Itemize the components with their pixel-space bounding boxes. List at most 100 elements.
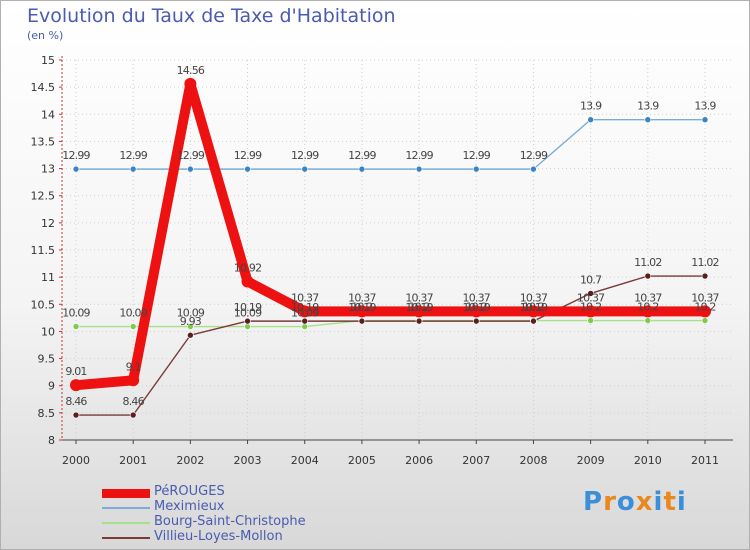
data-label: 10.92 [234, 261, 262, 274]
legend-swatch [102, 488, 150, 498]
proxiti-logo: Proxiti [583, 487, 687, 517]
x-tick-label: 2001 [119, 454, 147, 467]
data-label: 10.37 [463, 291, 491, 304]
data-label: 8.46 [65, 395, 87, 408]
logo-letter: x [635, 487, 654, 517]
legend-item: Meximieux [102, 499, 362, 516]
y-tick-label: 10.5 [31, 298, 56, 311]
data-point [415, 165, 423, 173]
logo-letter: o [616, 487, 636, 517]
data-point [72, 323, 80, 330]
legend-label: Meximieux [154, 499, 225, 514]
data-label: 10.2 [637, 301, 658, 314]
data-label: 12.99 [291, 149, 319, 162]
data-point [244, 323, 251, 330]
legend-item: Villieu-Loyes-Mollon [102, 529, 362, 546]
data-point [241, 275, 254, 288]
data-point [530, 165, 537, 173]
data-point [527, 305, 540, 318]
data-point [644, 317, 652, 324]
legend-item: Bourg-Saint-Christophe [102, 514, 362, 531]
data-label: 10.2 [694, 301, 715, 314]
data-point [72, 165, 80, 173]
data-label: 10.37 [405, 291, 433, 304]
data-label: 12.99 [234, 149, 262, 162]
legend-label: PéROUGES [154, 484, 225, 499]
logo-letter: i [653, 487, 664, 517]
x-tick-label: 2010 [634, 454, 662, 467]
data-label: 10.19 [463, 301, 491, 314]
data-label: 10.37 [577, 291, 605, 304]
data-label: 10.09 [177, 307, 205, 320]
x-tick-label: 2002 [176, 454, 204, 467]
y-tick-label: 14.5 [31, 81, 56, 94]
x-tick-label: 2007 [462, 454, 490, 467]
x-tick-label: 2000 [62, 454, 90, 467]
data-point [187, 331, 194, 339]
data-label: 10.7 [580, 273, 602, 286]
chart-unit-label: (en %) [27, 29, 64, 42]
data-point [129, 411, 137, 419]
data-point [72, 411, 80, 419]
data-label: 10.37 [634, 291, 662, 304]
data-label: 10.09 [62, 307, 90, 320]
data-point [187, 323, 194, 330]
data-label: 13.9 [580, 100, 602, 113]
y-tick-label: 13.5 [31, 135, 56, 148]
chart-legend: PéROUGES Meximieux Bourg-Saint-Christophe V… [102, 484, 362, 546]
data-label: 10.2 [523, 301, 544, 314]
logo-letter: P [583, 487, 604, 517]
data-point [530, 317, 537, 325]
data-label: 10.19 [234, 301, 262, 314]
data-label: 14.56 [177, 64, 205, 77]
data-point [187, 165, 194, 173]
data-point [298, 305, 311, 318]
data-label: 10.19 [520, 301, 548, 314]
data-label: 13.9 [637, 100, 659, 113]
data-label: 12.99 [177, 149, 205, 162]
data-point [587, 317, 594, 324]
logo-letter: t [663, 487, 677, 517]
data-point [127, 374, 140, 387]
data-label: 10.37 [291, 291, 319, 304]
data-label: 9.01 [65, 365, 86, 378]
logo-letter: r [603, 487, 617, 517]
data-label: 10.2 [351, 301, 372, 314]
data-label: 11.02 [634, 256, 662, 269]
logo-letter: i [676, 487, 687, 517]
x-tick-label: 2005 [348, 454, 376, 467]
data-label: 12.99 [119, 149, 147, 162]
y-tick-label: 15 [41, 54, 55, 67]
x-tick-label: 2011 [691, 454, 719, 467]
y-tick-label: 12.5 [31, 190, 56, 203]
data-label: 9.1 [126, 360, 141, 373]
y-tick-label: 14 [41, 108, 55, 121]
data-label: 10.09 [234, 307, 262, 320]
data-label: 10.09 [291, 307, 319, 320]
chart-title: Evolution du Taux de Taxe d'Habitation [27, 5, 396, 27]
y-tick-label: 8.5 [38, 407, 56, 420]
data-point [413, 305, 426, 318]
data-point [129, 323, 137, 330]
legend-swatch [102, 537, 150, 539]
data-point [301, 323, 309, 330]
series-line-p-rouges [71, 78, 710, 391]
data-label: 10.37 [691, 291, 719, 304]
data-point [301, 165, 309, 173]
data-label: 12.99 [405, 149, 433, 162]
data-point [301, 317, 309, 325]
data-label: 10.37 [520, 291, 548, 304]
y-tick-label: 9 [48, 380, 55, 393]
data-label: 10.19 [291, 301, 319, 314]
data-point [129, 165, 137, 173]
data-point [355, 305, 368, 318]
data-label: 10.37 [348, 291, 376, 304]
data-label: 8.46 [123, 395, 145, 408]
legend-swatch [102, 522, 150, 524]
data-point [701, 116, 709, 124]
data-label: 12.99 [62, 149, 90, 162]
x-tick-label: 2008 [519, 454, 547, 467]
y-tick-label: 9.5 [38, 353, 56, 366]
